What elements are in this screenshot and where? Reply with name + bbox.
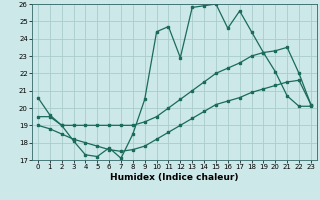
X-axis label: Humidex (Indice chaleur): Humidex (Indice chaleur) bbox=[110, 173, 239, 182]
